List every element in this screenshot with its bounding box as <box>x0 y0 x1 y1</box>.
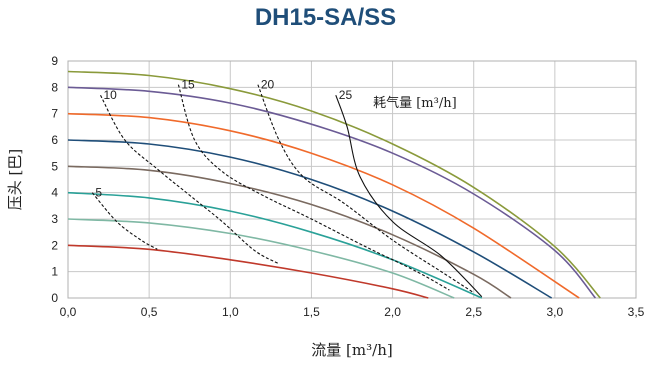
air-line-label: 10 <box>103 88 117 102</box>
head-curve-6 <box>67 112 580 299</box>
y-tick-label: 3 <box>51 212 58 226</box>
head-curves <box>67 70 601 299</box>
plot-frame <box>67 60 637 299</box>
x-tick-label: 3,5 <box>628 305 645 319</box>
y-tick-label: 1 <box>51 265 58 279</box>
y-tick-label: 0 <box>51 291 58 305</box>
head-curve-2 <box>67 218 455 299</box>
head-curve-8 <box>67 70 601 299</box>
chart-title: DH15-SA/SS <box>254 4 397 31</box>
air-line-label: 15 <box>181 78 195 92</box>
y-tick-label: 4 <box>51 186 58 200</box>
air-line-label: 5 <box>95 186 102 200</box>
x-tick-label: 0,0 <box>60 305 77 319</box>
y-tick-label: 2 <box>51 238 58 252</box>
x-tick-label: 1,5 <box>303 305 320 319</box>
x-tick-label: 0,5 <box>141 305 158 319</box>
head-curve-1 <box>67 244 429 299</box>
air-consumption-legend-label: 耗气量 [m³/h] <box>373 95 457 111</box>
y-tick-label: 5 <box>51 159 58 173</box>
y-tick-label: 8 <box>51 80 58 94</box>
head-curve-4 <box>67 165 512 299</box>
x-tick-label: 2,0 <box>384 305 401 319</box>
y-tick-label: 7 <box>51 107 58 121</box>
air-line-label: 25 <box>339 88 353 102</box>
air-line-20 <box>257 84 474 294</box>
x-axis-label: 流量 [m³/h] <box>311 341 392 359</box>
air-line-label: 20 <box>261 78 275 92</box>
x-axis-ticks: 0,0 0,5 1,0 1,5 2,0 2,5 3,0 3,5 <box>60 305 645 319</box>
air-consumption-labels: 5 10 15 20 25 <box>95 78 352 200</box>
y-axis-label: 压头 [巴] <box>6 149 24 210</box>
y-tick-label: 9 <box>51 54 58 68</box>
air-line-25 <box>335 95 483 298</box>
y-axis-ticks: 0 1 2 3 4 5 6 7 8 9 <box>51 54 58 305</box>
head-curve-5 <box>67 139 553 299</box>
head-curve-7 <box>67 86 597 299</box>
head-curve-3 <box>67 191 483 299</box>
air-line-5 <box>91 192 158 250</box>
air-consumption-lines <box>91 84 483 298</box>
x-tick-label: 3,0 <box>547 305 564 319</box>
grid <box>67 60 637 299</box>
air-line-15 <box>177 84 450 291</box>
y-tick-label: 6 <box>51 133 58 147</box>
x-tick-label: 2,5 <box>465 305 482 319</box>
x-tick-label: 1,0 <box>222 305 239 319</box>
air-line-10 <box>100 94 280 265</box>
